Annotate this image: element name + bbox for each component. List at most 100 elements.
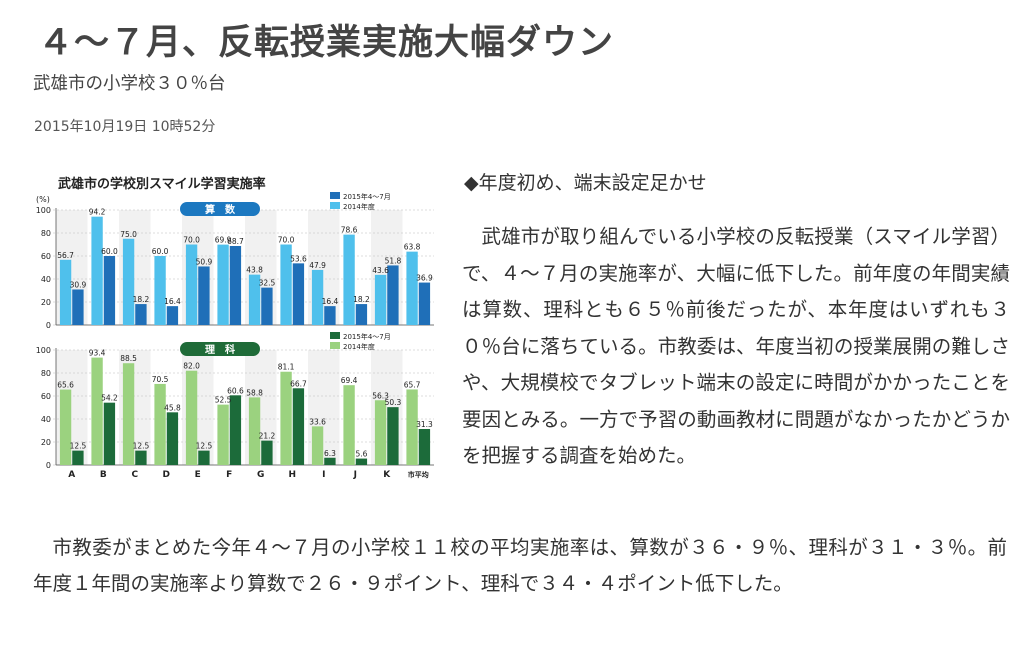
math-bar-2014 [248,274,261,325]
article-date: 2015年10月19日 10時52分 [34,119,216,135]
math-data-label-2015: 60.0 [101,247,118,256]
math-bar-2014 [122,238,135,325]
legend-label-2015: 2015年4～7月 [343,332,391,341]
science-bar-2015 [103,402,116,465]
math-bar-2015 [418,282,431,325]
y-tick-label: 100 [36,346,51,355]
science-bar-2014 [91,357,103,465]
science-bar-2015 [135,450,147,465]
math-bar-2015 [292,263,305,325]
math-bar-2015 [166,306,179,325]
science-bar-2014 [374,400,387,465]
article-subtitle: 武雄市の小学校３０％台 [33,74,226,94]
science-bar-2015 [292,388,305,465]
math-bar-2015 [103,256,116,325]
math-bar-2015 [72,289,84,325]
chart-title: 武雄市の学校別スマイル学習実施率 [58,176,266,192]
chart-svg: 武雄市の学校別スマイル学習実施率 (%) 0 20 40 60 80 100 算 数 2015… [30,164,440,484]
math-bar-2015 [261,287,273,325]
math-data-label-2015: 50.9 [196,257,213,266]
science-data-label-2015: 6.3 [324,449,336,458]
x-tick-label: F [226,470,232,480]
chart-figure: 武雄市の学校別スマイル学習実施率 (%) 0 20 40 60 80 100 算 数 2015… [30,164,440,484]
math-data-label-2014: 63.8 [404,243,421,252]
x-tick-label: A [68,470,75,480]
y-tick-label: 0 [46,321,51,330]
x-tick-label: K [383,470,391,480]
math-data-label-2015: 16.4 [164,297,181,306]
science-bar-2014 [280,371,292,465]
math-bar-2015 [324,306,336,325]
science-data-label-2014: 65.7 [404,380,421,389]
science-bar-2014 [343,385,355,465]
y-tick-label: 100 [36,206,51,215]
math-data-label-2014: 69.9 [215,236,232,245]
science-data-label-2014: 69.4 [341,376,358,385]
science-bar-2015 [387,407,399,465]
math-bar-2015 [229,245,242,325]
science-data-label-2015: 5.6 [355,450,367,459]
math-data-label-2014: 56.7 [57,251,74,260]
science-data-label-2014: 33.6 [309,417,326,426]
science-data-label-2015: 66.7 [290,379,307,388]
science-data-label-2014: 58.8 [246,388,263,397]
science-bar-2014 [406,389,418,465]
science-bar-2015 [229,395,242,465]
science-data-label-2014: 56.3 [372,391,389,400]
legend-swatch-2014 [330,342,340,349]
math-data-label-2015: 18.2 [353,295,370,304]
x-tick-label: B [100,470,107,480]
legend-swatch-2015 [330,332,340,339]
y-tick-label: 60 [41,252,51,261]
science-data-label-2015: 60.6 [227,386,244,395]
paragraph-1: 武雄市が取り組んでいる小学校の反転授業（スマイル学習）で、４～７月の実施率が、大… [462,225,1010,467]
science-data-label-2015: 31.3 [416,420,433,429]
y-axis-unit: (%) [36,195,50,204]
math-bar-2014 [374,274,387,325]
science-bar-2015 [166,412,179,465]
math-bar-2014 [280,244,292,325]
x-tick-label: J [353,470,357,480]
math-bar-2014 [154,256,166,325]
math-data-label-2015: 51.8 [385,256,402,265]
science-bar-2015 [261,440,273,465]
science-data-label-2014: 88.5 [120,354,137,363]
x-tick-label: G [257,470,264,480]
math-bar-2014 [91,216,103,325]
math-data-label-2014: 70.0 [278,236,295,245]
science-bar-2015 [324,457,336,465]
math-bar-2014 [406,251,418,325]
x-tick-label: I [322,470,325,480]
math-data-label-2014: 47.9 [309,261,326,270]
science-data-label-2015: 12.5 [133,442,150,451]
science-bar-2015 [418,429,431,465]
math-data-label-2014: 60.0 [152,247,169,256]
legend-label-2014: 2014年度 [343,202,375,211]
science-data-label-2015: 12.5 [196,442,213,451]
math-data-label-2015: 16.4 [322,297,339,306]
legend-label-2014: 2014年度 [343,342,375,351]
science-bar-2014 [122,363,135,465]
math-data-label-2014: 43.8 [246,266,263,275]
y-tick-label: 80 [41,229,51,238]
y-tick-label: 40 [41,415,51,424]
legend-swatch-2015 [330,192,340,199]
science-bar-2014 [154,383,166,465]
section-heading: ◆年度初め、端末設定足かせ [464,172,707,194]
science-data-label-2015: 54.2 [101,394,118,403]
math-bar-2014 [311,269,324,325]
y-tick-label: 20 [41,438,51,447]
science-data-label-2014: 65.6 [57,381,74,390]
math-bar-2014 [343,234,355,325]
science-data-label-2014: 81.1 [278,363,295,372]
x-tick-label: H [288,470,296,480]
math-data-label-2014: 43.6 [372,266,389,275]
y-tick-label: 20 [41,298,51,307]
math-data-label-2014: 70.0 [183,236,200,245]
science-subject-badge [180,342,260,356]
science-data-label-2014: 82.0 [183,362,200,371]
math-subject-badge [180,202,260,216]
y-tick-label: 0 [46,461,51,470]
science-bar-2014 [185,370,198,465]
x-tick-label: C [131,470,138,480]
